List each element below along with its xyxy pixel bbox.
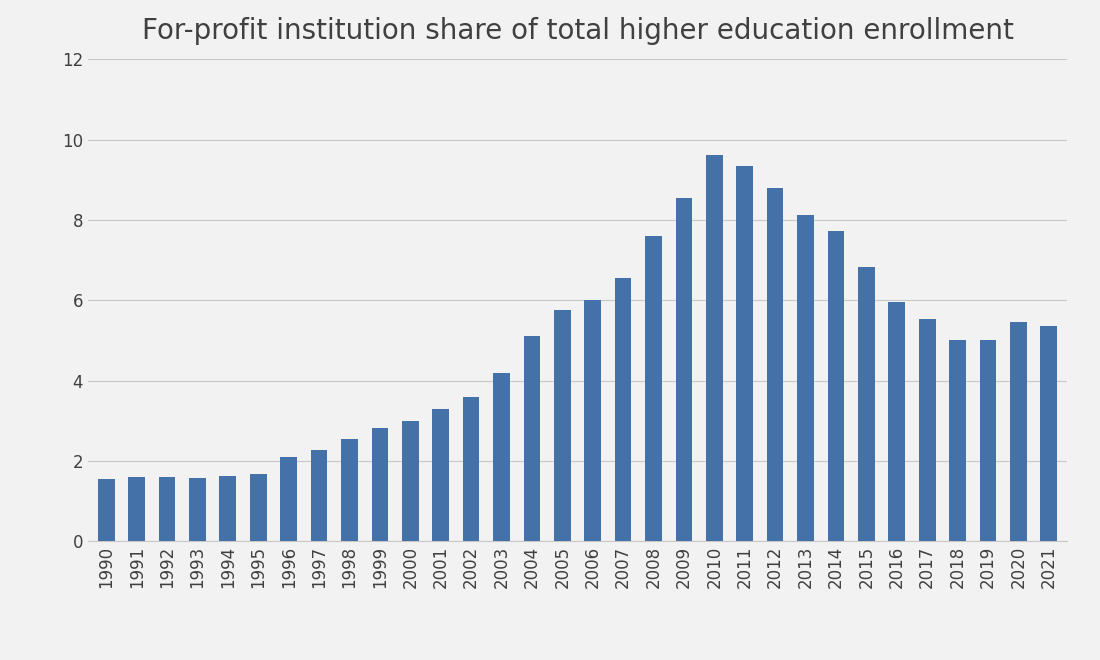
- Title: For-profit institution share of total higher education enrollment: For-profit institution share of total hi…: [142, 16, 1013, 45]
- Bar: [402, 421, 419, 541]
- Bar: [554, 310, 571, 541]
- Bar: [372, 428, 388, 541]
- Bar: [98, 479, 114, 541]
- Bar: [827, 231, 845, 541]
- Bar: [584, 300, 601, 541]
- Bar: [615, 279, 631, 541]
- Bar: [767, 188, 783, 541]
- Bar: [645, 236, 662, 541]
- Bar: [889, 302, 905, 541]
- Bar: [158, 477, 175, 541]
- Bar: [432, 409, 449, 541]
- Bar: [798, 215, 814, 541]
- Bar: [280, 457, 297, 541]
- Bar: [706, 155, 723, 541]
- Bar: [736, 166, 754, 541]
- Bar: [675, 198, 692, 541]
- Bar: [189, 478, 206, 541]
- Bar: [980, 340, 997, 541]
- Bar: [524, 337, 540, 541]
- Bar: [918, 319, 935, 541]
- Bar: [1010, 322, 1026, 541]
- Bar: [341, 439, 358, 541]
- Bar: [463, 397, 480, 541]
- Bar: [1041, 327, 1057, 541]
- Bar: [858, 267, 874, 541]
- Bar: [949, 341, 966, 541]
- Bar: [250, 474, 266, 541]
- Bar: [310, 449, 328, 541]
- Bar: [129, 477, 145, 541]
- Bar: [493, 372, 510, 541]
- Bar: [220, 476, 236, 541]
